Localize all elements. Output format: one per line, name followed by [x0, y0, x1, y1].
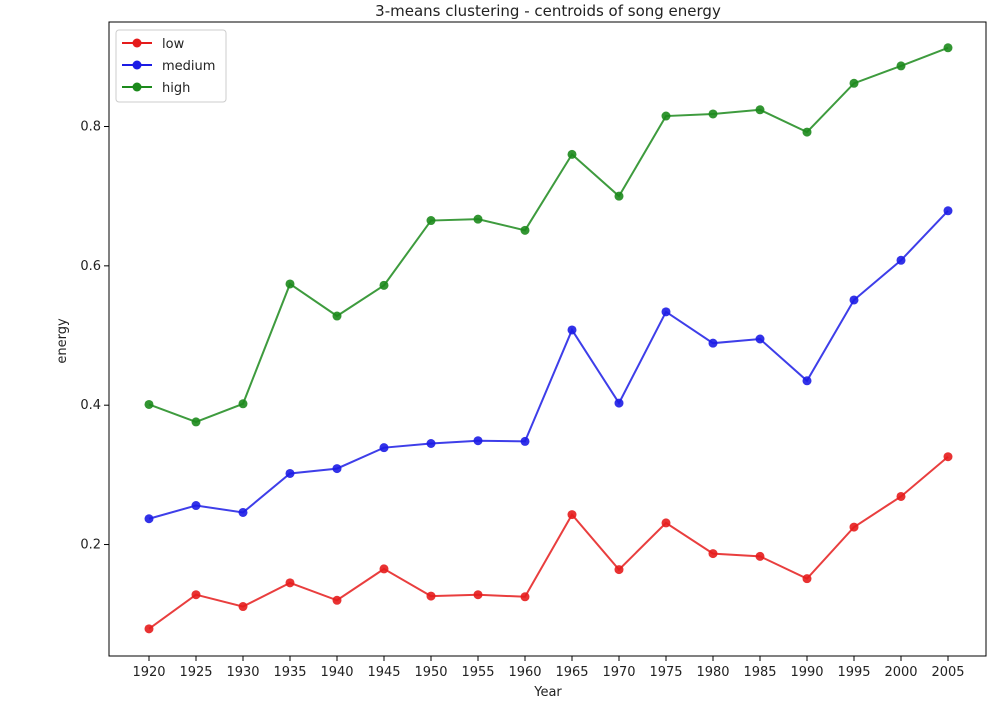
legend-label-low: low [162, 37, 185, 52]
data-point-low [426, 591, 436, 601]
data-point-medium [379, 443, 389, 453]
data-point-low [191, 590, 201, 600]
data-point-low [379, 564, 389, 574]
data-point-low [661, 518, 671, 528]
data-point-medium [144, 514, 154, 524]
x-tick-label: 1920 [132, 665, 165, 680]
x-tick-label: 1980 [696, 665, 729, 680]
data-point-medium [473, 436, 483, 446]
x-tick-label: 1970 [602, 665, 635, 680]
data-point-high [849, 78, 859, 88]
data-point-medium [332, 464, 342, 474]
data-point-low [755, 551, 765, 561]
legend-marker-medium [132, 60, 142, 70]
data-point-medium [567, 325, 577, 335]
data-point-high [238, 399, 248, 409]
data-point-medium [802, 376, 812, 386]
data-point-high [379, 280, 389, 290]
series-line-medium [148, 210, 949, 520]
data-point-low [567, 510, 577, 520]
data-point-medium [238, 507, 248, 517]
x-tick-label: 1935 [273, 665, 306, 680]
x-tick-label: 1940 [320, 665, 353, 680]
x-tick-label: 1995 [837, 665, 870, 680]
data-point-high [661, 111, 671, 121]
y-tick-label: 0.4 [80, 398, 101, 413]
data-point-high [285, 279, 295, 289]
data-point-high [426, 216, 436, 226]
x-tick-label: 1985 [743, 665, 776, 680]
x-tick-label: 1950 [414, 665, 447, 680]
data-point-medium [520, 436, 530, 446]
data-point-high [755, 105, 765, 115]
data-point-high [943, 43, 953, 53]
series-line-low [148, 455, 949, 630]
data-point-high [896, 61, 906, 71]
legend-label-medium: medium [162, 59, 215, 74]
data-point-low [238, 602, 248, 612]
plot-area: 1920 1925 1930 1935 1940 1945 1950 1955 1960 1965… [80, 21, 987, 680]
y-tick-label: 0.6 [80, 259, 101, 274]
data-point-medium [896, 255, 906, 265]
data-point-low [943, 452, 953, 462]
x-tick-label: 1925 [179, 665, 212, 680]
data-point-medium [755, 334, 765, 344]
data-point-low [896, 491, 906, 501]
data-point-medium [191, 501, 201, 511]
data-point-medium [426, 439, 436, 449]
legend-marker-low [132, 38, 142, 48]
legend-marker-high [132, 82, 142, 92]
x-axis-label: Year [533, 685, 562, 700]
data-point-high [332, 311, 342, 321]
data-point-high [567, 149, 577, 159]
legend-box [115, 29, 227, 103]
data-point-high [144, 399, 154, 409]
data-point-medium [708, 338, 718, 348]
y-axis-label: energy [55, 318, 70, 364]
x-tick-label: 1945 [367, 665, 400, 680]
data-point-medium [285, 468, 295, 478]
data-point-low [144, 624, 154, 634]
data-point-high [191, 417, 201, 427]
data-point-high [802, 127, 812, 137]
data-point-low [849, 522, 859, 532]
data-point-low [285, 578, 295, 588]
data-point-low [473, 590, 483, 600]
x-tick-label: 1955 [461, 665, 494, 680]
plot-frame [108, 21, 987, 657]
data-point-low [802, 574, 812, 584]
data-point-medium [849, 295, 859, 305]
legend-label-high: high [162, 81, 190, 96]
data-point-high [520, 225, 530, 235]
x-tick-label: 1960 [508, 665, 541, 680]
chart-title: 3-means clustering - centroids of song e… [375, 2, 721, 20]
data-point-medium [661, 307, 671, 317]
data-point-low [708, 549, 718, 559]
x-tick-label: 2000 [884, 665, 917, 680]
legend: low medium high [115, 29, 227, 103]
x-tick-label: 1990 [790, 665, 823, 680]
data-point-low [614, 565, 624, 575]
x-tick-label: 1930 [226, 665, 259, 680]
series-line-high [148, 46, 949, 423]
x-tick-label: 1965 [555, 665, 588, 680]
data-point-medium [943, 206, 953, 216]
y-tick-label: 0.8 [80, 120, 101, 135]
data-point-low [520, 592, 530, 602]
data-point-high [708, 109, 718, 119]
data-point-medium [614, 398, 624, 408]
data-point-high [473, 214, 483, 224]
x-tick-label: 1975 [649, 665, 682, 680]
y-tick-label: 0.2 [80, 538, 101, 553]
data-point-high [614, 191, 624, 201]
data-point-low [332, 595, 342, 605]
x-tick-label: 2005 [931, 665, 964, 680]
